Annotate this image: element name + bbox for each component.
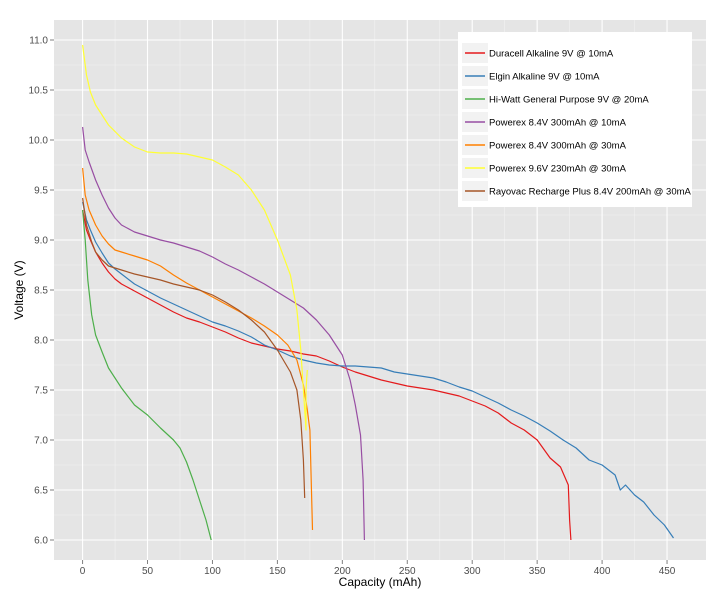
x-tick-label: 400 [594, 566, 611, 577]
y-tick-label: 7.5 [34, 386, 48, 397]
series-line [82, 201, 674, 539]
y-tick-label: 8.0 [34, 336, 48, 347]
x-tick-label: 200 [334, 566, 351, 577]
legend-label: Powerex 9.6V 230mAh @ 30mA [489, 164, 627, 175]
legend-label: Elgin Alkaline 9V @ 10mA [489, 72, 600, 83]
y-tick-label: 9.0 [34, 236, 48, 247]
x-tick-label: 0 [80, 566, 86, 577]
y-axis-ticks: 6.0 6.5 7.0 7.5 8.0 8.5 9.0 9.5 10.0 10.5 11.0 [29, 36, 54, 547]
x-tick-label: 100 [204, 566, 221, 577]
x-tick-label: 50 [142, 566, 154, 577]
y-tick-label: 9.5 [34, 186, 48, 197]
series-line [82, 209, 572, 541]
y-tick-label: 6.0 [34, 536, 48, 547]
legend-label: Rayovac Recharge Plus 8.4V 200mAh @ 30mA [489, 187, 692, 198]
x-tick-label: 350 [529, 566, 546, 577]
y-tick-label: 10.5 [29, 86, 49, 97]
series-line [82, 44, 308, 431]
y-tick-label: 7.0 [34, 436, 48, 447]
legend-label: Powerex 8.4V 300mAh @ 30mA [489, 141, 627, 152]
y-tick-label: 11.0 [29, 36, 48, 47]
legend: Duracell Alkaline 9V @ 10mA Elgin Alkalin… [458, 32, 692, 207]
legend-box [458, 32, 692, 207]
x-axis-ticks: 0 50 100 150 200 250 300 350 400 450 [80, 560, 676, 577]
legend-label: Duracell Alkaline 9V @ 10mA [489, 49, 614, 60]
y-axis-title: Voltage (V) [12, 260, 26, 319]
x-tick-label: 250 [399, 566, 416, 577]
legend-label: Powerex 8.4V 300mAh @ 10mA [489, 118, 627, 129]
y-tick-label: 10.0 [29, 136, 49, 147]
series-line [82, 209, 212, 541]
x-axis-title: Capacity (mAh) [339, 575, 422, 589]
series-line [82, 197, 306, 499]
data-series-lines [82, 44, 674, 541]
y-tick-label: 8.5 [34, 286, 48, 297]
x-tick-label: 150 [269, 566, 286, 577]
legend-label: Hi-Watt General Purpose 9V @ 20mA [489, 95, 649, 106]
x-tick-label: 300 [464, 566, 481, 577]
series-line [82, 126, 365, 541]
x-tick-label: 450 [659, 566, 676, 577]
y-tick-label: 6.5 [34, 486, 48, 497]
